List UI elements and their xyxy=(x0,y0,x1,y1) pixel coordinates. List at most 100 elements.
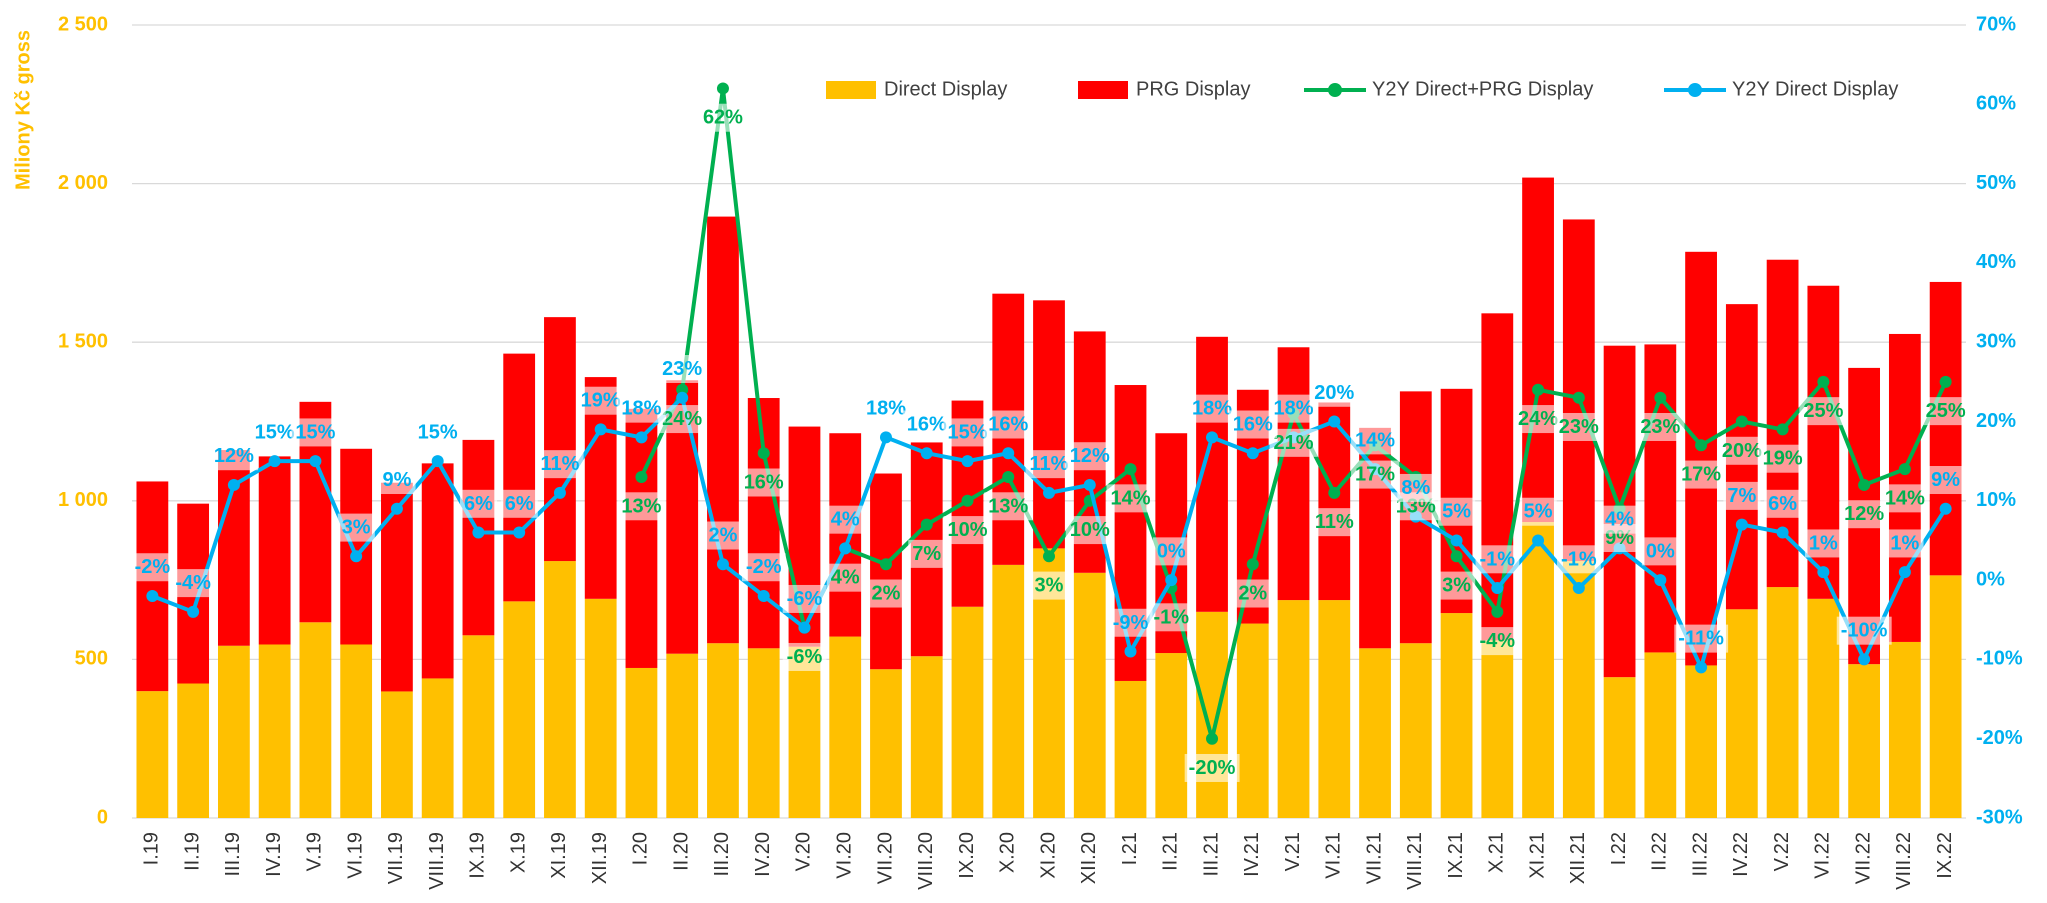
data-label-bg xyxy=(741,553,786,582)
data-label-group: 18% xyxy=(1188,394,1237,423)
data-label: 6% xyxy=(1768,493,1797,515)
data-label-bg xyxy=(1397,473,1435,502)
data-label: 14% xyxy=(1110,487,1150,509)
data-label-bg xyxy=(576,386,625,415)
data-label-group: 0% xyxy=(1152,537,1190,566)
x-tick-label: X.20 xyxy=(997,832,1019,873)
bar xyxy=(136,481,169,692)
data-label-bg xyxy=(1764,489,1802,518)
data-label: 8% xyxy=(1401,477,1430,499)
data-label-bg xyxy=(867,579,905,608)
bar xyxy=(177,683,210,818)
data-label-group: -1% xyxy=(1475,545,1520,574)
bar xyxy=(1073,572,1106,818)
data-label-bg xyxy=(1228,410,1278,439)
x-tick-label: V.21 xyxy=(1282,832,1304,871)
data-label-group: 18% xyxy=(1269,394,1318,423)
y-tick-label: 2 500 xyxy=(58,13,108,35)
bar xyxy=(707,216,739,644)
data-label-bg xyxy=(130,553,175,582)
data-label-group: 3% xyxy=(1438,571,1476,600)
bar xyxy=(1562,219,1595,562)
data-label-group: 4% xyxy=(1601,505,1639,534)
point xyxy=(1898,566,1911,579)
point xyxy=(1532,383,1545,396)
data-label-bg xyxy=(739,468,788,497)
point xyxy=(227,478,240,491)
x-tick-label: VII.19 xyxy=(385,832,407,884)
point xyxy=(1002,471,1015,484)
x-tick-label: VIII.19 xyxy=(426,832,448,890)
data-label-group: 16% xyxy=(984,410,1033,439)
data-label: 62% xyxy=(703,107,743,129)
point xyxy=(1532,534,1545,547)
point xyxy=(1572,391,1585,404)
data-label-bg xyxy=(337,513,375,542)
bar xyxy=(299,622,332,818)
y-tick-label: 2 000 xyxy=(58,172,108,194)
data-label-bg xyxy=(1840,500,1889,529)
bar xyxy=(1481,640,1514,818)
data-label-bg xyxy=(943,418,992,447)
data-label: 18% xyxy=(866,398,906,420)
y2-tick-label: 0% xyxy=(1976,568,2005,590)
data-label: -4% xyxy=(175,572,211,594)
data-label: 24% xyxy=(662,408,702,430)
data-label-bg xyxy=(291,418,340,447)
data-label-bg xyxy=(1149,603,1194,632)
point xyxy=(1695,439,1708,452)
bar xyxy=(1033,300,1065,549)
point xyxy=(1043,550,1055,563)
point xyxy=(1124,645,1137,658)
data-label-group: -6% xyxy=(782,642,827,671)
data-label: 17% xyxy=(1355,464,1395,486)
point xyxy=(961,494,974,507)
data-label-group: -1% xyxy=(1557,545,1601,574)
data-label: 7% xyxy=(912,543,941,565)
bar xyxy=(788,646,821,818)
data-label-group: 9% xyxy=(1927,466,1965,495)
point xyxy=(1858,478,1871,491)
point xyxy=(350,550,363,563)
data-label-bg xyxy=(826,563,864,592)
point xyxy=(472,526,485,539)
x-tick-label: IX.21 xyxy=(1445,832,1467,879)
x-tick-label: V.22 xyxy=(1771,832,1793,871)
data-label-group: 16% xyxy=(739,468,788,497)
bar xyxy=(544,317,576,562)
data-label-group: 12% xyxy=(1840,500,1889,529)
data-label-bg xyxy=(171,569,216,598)
y2-tick-label: 10% xyxy=(1976,489,2016,511)
data-label-group: -20% xyxy=(1184,753,1240,782)
data-label-bg xyxy=(1065,516,1114,545)
bar xyxy=(870,669,902,818)
data-label-bg xyxy=(1065,442,1114,471)
x-tick-label: XII.19 xyxy=(589,832,611,884)
bar xyxy=(258,644,291,818)
data-label: -1% xyxy=(1153,606,1189,628)
data-label-bg xyxy=(1030,571,1068,600)
data-label: 12% xyxy=(1070,445,1110,467)
bar xyxy=(1277,347,1310,601)
data-label-bg xyxy=(943,516,992,545)
data-label-group: 19% xyxy=(576,386,625,415)
point xyxy=(798,621,811,634)
data-label-bg xyxy=(1519,497,1557,526)
point xyxy=(1328,486,1341,499)
bar xyxy=(625,667,658,818)
data-label: 15% xyxy=(295,421,335,443)
bar xyxy=(951,606,984,818)
data-label-group: 25% xyxy=(1799,397,1848,426)
x-tick-label: XII.21 xyxy=(1567,832,1589,884)
point xyxy=(1654,574,1667,587)
point xyxy=(268,455,281,468)
data-label: -10% xyxy=(1841,620,1888,642)
data-label-group: 11% xyxy=(1025,450,1073,479)
bar xyxy=(258,456,291,645)
data-label: 11% xyxy=(540,453,579,475)
data-label: 18% xyxy=(621,398,661,420)
data-label: 10% xyxy=(947,519,987,541)
point xyxy=(920,447,933,460)
data-label-group: 23% xyxy=(1636,412,1685,441)
data-label: 23% xyxy=(1559,416,1599,438)
